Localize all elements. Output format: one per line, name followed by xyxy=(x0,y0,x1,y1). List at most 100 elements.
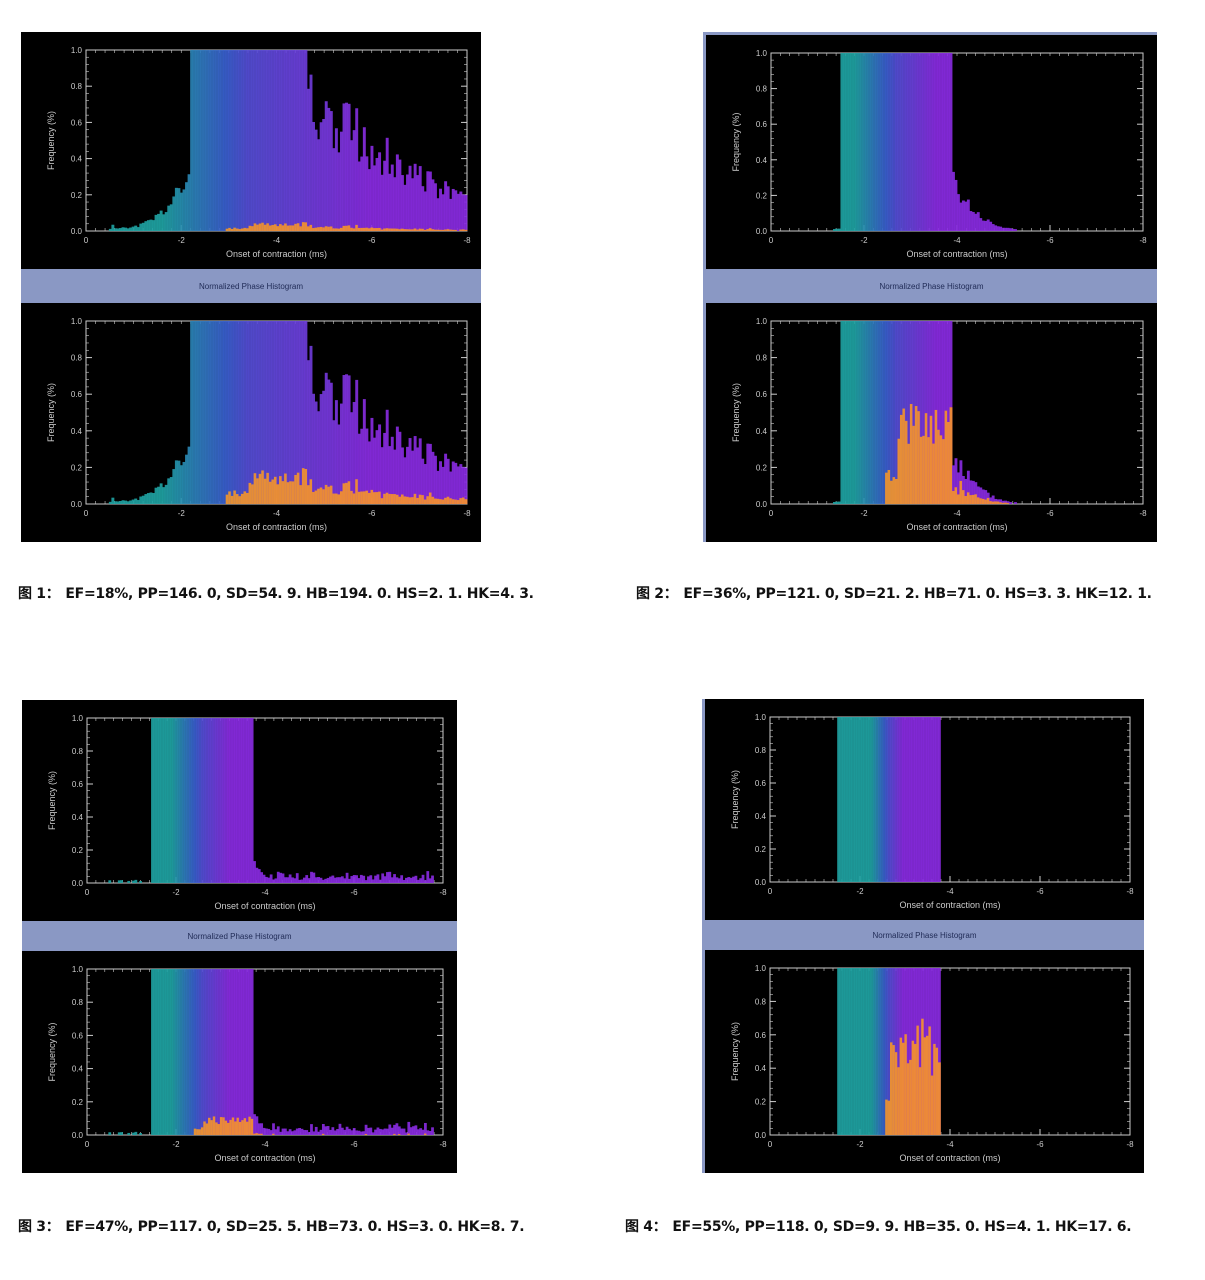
histogram-bar xyxy=(111,497,115,504)
histogram-bar-overlay xyxy=(299,485,303,504)
histogram-bar xyxy=(291,877,294,883)
histogram-bar xyxy=(192,321,196,504)
histogram-bar xyxy=(210,50,214,231)
histogram-bar-overlay xyxy=(334,228,338,231)
histogram-bar xyxy=(212,969,216,1135)
histogram-bar xyxy=(139,496,143,504)
histogram-bar xyxy=(350,876,354,883)
histogram-bar xyxy=(378,152,382,231)
histogram-bar-overlay xyxy=(279,224,282,231)
histogram-bar xyxy=(281,873,285,883)
histogram-bar xyxy=(918,717,922,882)
y-axis-label: Frequency (%) xyxy=(46,111,56,170)
histogram-bar xyxy=(236,718,240,883)
histogram-bar xyxy=(449,198,453,231)
histogram-bar-overlay xyxy=(219,1117,223,1135)
histogram-bar xyxy=(289,50,293,231)
histogram-bar xyxy=(907,53,911,231)
histogram-bar xyxy=(327,379,331,504)
histogram-bar-overlay xyxy=(228,227,232,231)
histogram-bar xyxy=(999,499,1003,504)
histogram-bar xyxy=(380,447,384,504)
histogram-bar xyxy=(419,1128,423,1135)
histogram-bar xyxy=(899,717,903,882)
histogram-bar-overlay xyxy=(286,482,290,504)
histogram-bar-overlay xyxy=(241,1120,245,1135)
histogram-bar xyxy=(981,220,985,231)
y-tick-label: 0.4 xyxy=(756,156,768,165)
histogram-bar xyxy=(286,1131,290,1135)
y-tick-label: 0.6 xyxy=(756,120,768,129)
histogram-bar xyxy=(276,50,280,231)
histogram-bar xyxy=(258,50,262,231)
histogram-bar xyxy=(224,969,228,1135)
histogram-bar xyxy=(882,321,886,504)
histogram-bar xyxy=(897,717,900,882)
histogram-bar xyxy=(456,193,460,231)
histogram-bar-overlay xyxy=(894,1052,898,1135)
histogram-bar-overlay xyxy=(378,227,382,231)
histogram-bar xyxy=(897,53,901,231)
histogram-bar xyxy=(210,969,214,1135)
histogram-bar-overlay xyxy=(966,492,970,504)
histogram-bar-overlay xyxy=(196,1129,199,1135)
histogram-bar xyxy=(873,968,876,1135)
x-tick-label: -2 xyxy=(178,236,186,245)
histogram-bar xyxy=(246,321,249,504)
figure-label: 图 3： xyxy=(18,1219,60,1235)
histogram-bar-overlay xyxy=(446,496,450,504)
y-tick-label: 0.4 xyxy=(755,1064,767,1073)
histogram-bar xyxy=(238,50,242,231)
histogram-bar-overlay xyxy=(935,1047,939,1135)
histogram-bar-overlay xyxy=(246,492,249,504)
histogram-bar xyxy=(393,1124,396,1135)
histogram-bar xyxy=(268,50,272,231)
histogram-bar-overlay xyxy=(957,494,960,504)
histogram-bar xyxy=(181,718,185,883)
histogram-bar-overlay xyxy=(918,1067,922,1135)
histogram-bar xyxy=(179,718,183,883)
histogram-bar xyxy=(219,969,223,1135)
histogram-bar xyxy=(286,321,290,504)
histogram-bar xyxy=(266,50,270,231)
y-tick-label: 0.2 xyxy=(71,463,83,472)
histogram-bar-overlay xyxy=(413,228,417,231)
plot-frame xyxy=(86,717,444,884)
histogram-bar xyxy=(364,880,368,883)
histogram-bar-overlay xyxy=(890,1042,893,1135)
histogram-bar xyxy=(215,969,218,1135)
histogram-bar xyxy=(928,717,932,882)
histogram-bar xyxy=(862,53,866,231)
histogram-bar xyxy=(281,321,285,504)
histogram-bar xyxy=(172,718,176,883)
histogram-bar-overlay xyxy=(306,226,310,231)
histogram-bar xyxy=(870,717,874,882)
histogram-bar-overlay xyxy=(233,227,237,231)
histogram-bar xyxy=(251,321,255,504)
histogram-bar xyxy=(921,717,924,882)
histogram-bar-overlay xyxy=(436,229,440,231)
x-axis-label: Onset of contraction (ms) xyxy=(214,901,315,911)
y-tick-label: 0.8 xyxy=(72,747,84,756)
y-tick-label: 1.0 xyxy=(72,714,84,723)
histogram-bar-overlay xyxy=(203,1121,207,1135)
histogram-bar xyxy=(890,321,893,504)
histogram-bar xyxy=(952,171,955,231)
histogram-bar xyxy=(944,53,948,231)
histogram-bar xyxy=(352,130,356,231)
histogram-bar-overlay xyxy=(215,1122,218,1135)
histogram-bar xyxy=(924,321,928,504)
histogram-bar xyxy=(863,968,867,1135)
histogram-bar xyxy=(971,480,975,504)
histogram-bar-overlay xyxy=(238,1121,242,1135)
histogram-bar xyxy=(870,968,874,1135)
histogram-bar-overlay xyxy=(375,492,379,504)
histogram-bar xyxy=(352,875,356,883)
histogram-bar xyxy=(248,969,252,1135)
histogram-bar xyxy=(868,968,872,1135)
histogram-bar xyxy=(284,321,288,504)
histogram-bar xyxy=(326,1126,330,1135)
histogram-bar xyxy=(355,108,359,231)
histogram-bar xyxy=(286,877,290,883)
histogram-bar-overlay xyxy=(324,484,328,504)
